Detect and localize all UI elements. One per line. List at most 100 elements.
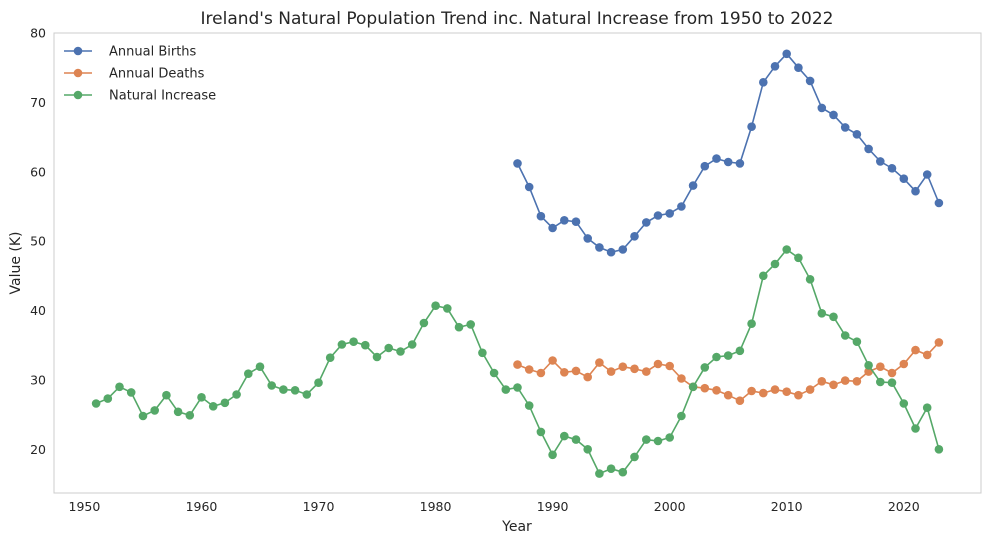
data-point-annual-deaths bbox=[899, 359, 909, 369]
data-point-natural-increase bbox=[852, 337, 862, 347]
data-point-annual-births bbox=[817, 103, 827, 113]
data-point-annual-deaths bbox=[712, 386, 721, 395]
x-tick-label: 2000 bbox=[654, 499, 686, 514]
data-point-natural-increase bbox=[911, 424, 920, 433]
data-point-annual-deaths bbox=[653, 359, 663, 369]
legend-item-annual-births: Annual Births bbox=[64, 45, 197, 60]
data-point-annual-deaths bbox=[794, 390, 803, 400]
data-point-annual-births bbox=[712, 154, 721, 163]
data-point-annual-deaths bbox=[817, 377, 827, 386]
data-point-natural-increase bbox=[115, 382, 124, 392]
legend-label: Annual Births bbox=[109, 45, 197, 60]
data-point-annual-births bbox=[782, 49, 791, 59]
data-point-natural-increase bbox=[290, 386, 300, 395]
data-point-natural-increase bbox=[642, 435, 651, 444]
data-point-annual-births bbox=[934, 198, 944, 208]
data-point-natural-increase bbox=[583, 445, 592, 454]
data-point-annual-births bbox=[548, 223, 557, 233]
data-point-natural-increase bbox=[232, 390, 241, 399]
data-point-natural-increase bbox=[349, 337, 358, 347]
data-point-natural-increase bbox=[829, 312, 838, 322]
legend-marker bbox=[73, 90, 83, 100]
legend-label: Natural Increase bbox=[109, 89, 216, 104]
data-point-annual-births bbox=[747, 122, 756, 131]
data-point-annual-births bbox=[583, 234, 592, 243]
data-point-natural-increase bbox=[536, 427, 546, 437]
data-point-annual-births bbox=[864, 144, 873, 154]
data-point-annual-deaths bbox=[595, 358, 604, 367]
y-axis: 20 30 40 50 60 70 80 bbox=[30, 26, 46, 457]
data-point-natural-increase bbox=[688, 382, 698, 392]
data-point-natural-increase bbox=[747, 319, 756, 329]
data-point-annual-births bbox=[688, 181, 698, 190]
data-point-annual-births bbox=[852, 130, 862, 139]
data-point-natural-increase bbox=[337, 340, 347, 349]
data-point-annual-births bbox=[642, 218, 651, 227]
data-point-natural-increase bbox=[700, 363, 710, 372]
data-point-natural-increase bbox=[524, 401, 534, 410]
data-point-annual-deaths bbox=[665, 361, 674, 371]
data-point-annual-deaths bbox=[747, 386, 756, 396]
data-point-natural-increase bbox=[560, 431, 569, 441]
data-point-natural-increase bbox=[431, 301, 440, 311]
data-point-annual-births bbox=[759, 78, 768, 87]
data-point-natural-increase bbox=[372, 352, 382, 362]
data-point-natural-increase bbox=[735, 346, 745, 356]
data-point-annual-deaths bbox=[677, 374, 686, 383]
data-point-annual-deaths bbox=[887, 368, 897, 378]
data-point-natural-increase bbox=[466, 320, 476, 329]
data-point-natural-increase bbox=[934, 445, 944, 454]
legend-item-natural-increase: Natural Increase bbox=[64, 89, 216, 104]
data-point-annual-births bbox=[571, 217, 581, 226]
data-point-annual-deaths bbox=[560, 368, 569, 377]
x-tick-label: 1950 bbox=[69, 499, 101, 514]
data-point-annual-deaths bbox=[829, 380, 838, 390]
data-point-natural-increase bbox=[478, 348, 487, 358]
series-layer bbox=[91, 49, 944, 478]
y-tick-label: 40 bbox=[30, 303, 46, 318]
data-point-annual-births bbox=[899, 174, 909, 183]
data-point-annual-births bbox=[723, 157, 733, 167]
x-tick-label: 2010 bbox=[771, 499, 803, 514]
data-point-annual-births bbox=[595, 243, 604, 252]
data-point-natural-increase bbox=[489, 368, 499, 378]
data-point-natural-increase bbox=[443, 304, 452, 313]
data-point-annual-births bbox=[887, 164, 897, 173]
chart-title: Ireland's Natural Population Trend inc. … bbox=[201, 9, 834, 29]
data-point-natural-increase bbox=[899, 399, 909, 408]
data-point-natural-increase bbox=[794, 253, 803, 263]
data-point-natural-increase bbox=[197, 393, 206, 402]
data-point-annual-births bbox=[805, 76, 815, 86]
data-point-annual-deaths bbox=[759, 388, 768, 398]
data-point-annual-births bbox=[700, 161, 710, 171]
data-point-annual-deaths bbox=[770, 385, 780, 394]
data-point-annual-deaths bbox=[723, 390, 733, 400]
data-point-natural-increase bbox=[384, 343, 394, 353]
data-point-annual-deaths bbox=[852, 377, 862, 386]
data-point-annual-deaths bbox=[536, 368, 546, 378]
data-point-annual-deaths bbox=[911, 345, 920, 355]
data-point-natural-increase bbox=[677, 411, 686, 421]
data-point-natural-increase bbox=[220, 398, 230, 408]
data-point-natural-increase bbox=[770, 259, 780, 269]
data-point-annual-deaths bbox=[922, 350, 932, 360]
data-point-natural-increase bbox=[255, 362, 265, 372]
data-point-natural-increase bbox=[126, 388, 136, 397]
data-point-annual-deaths bbox=[782, 387, 791, 397]
data-point-natural-increase bbox=[759, 271, 768, 281]
legend-item-annual-deaths: Annual Deaths bbox=[64, 67, 205, 82]
y-tick-label: 30 bbox=[30, 372, 46, 387]
data-point-annual-deaths bbox=[548, 356, 557, 365]
data-point-annual-deaths bbox=[934, 338, 944, 347]
legend-marker bbox=[73, 46, 83, 56]
data-point-annual-deaths bbox=[805, 385, 815, 394]
y-tick-label: 60 bbox=[30, 164, 46, 179]
x-tick-label: 1980 bbox=[420, 499, 452, 514]
x-axis: 1950 1960 1970 1980 1990 2000 2010 2020 bbox=[69, 499, 920, 514]
data-point-natural-increase bbox=[548, 450, 557, 460]
data-point-natural-increase bbox=[817, 309, 827, 318]
x-tick-label: 2020 bbox=[888, 499, 920, 514]
y-tick-label: 80 bbox=[30, 26, 46, 41]
data-point-natural-increase bbox=[208, 402, 218, 411]
x-axis-label: Year bbox=[501, 519, 532, 535]
